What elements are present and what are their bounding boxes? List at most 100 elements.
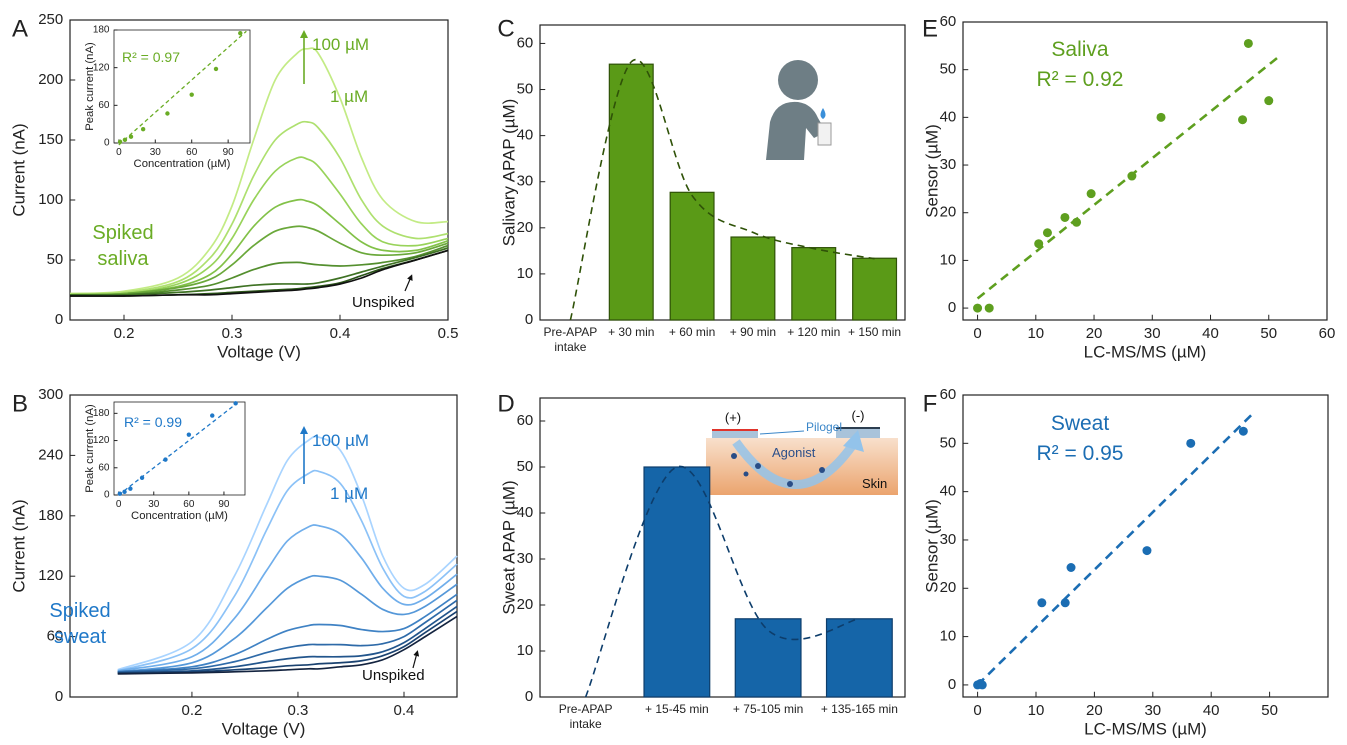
- y-tick-label: 20: [940, 204, 957, 221]
- y-tick-label: 0: [948, 299, 956, 316]
- x-tick-label: 0.5: [438, 325, 459, 342]
- annotation-box: Unspiked: [362, 667, 425, 684]
- x-tick-label: 30: [1144, 702, 1161, 719]
- y-tick-label: 60: [517, 34, 534, 51]
- x-tick-label: 90: [218, 499, 230, 510]
- x-tick-label: 0.4: [394, 702, 415, 719]
- dot: [743, 471, 749, 477]
- bar: [669, 191, 715, 321]
- point: [140, 126, 146, 132]
- point: [1142, 546, 1152, 556]
- x-tick-label-box: + 30 min: [608, 325, 655, 339]
- flow-arrowhead: [843, 430, 864, 452]
- x-axis-label: Concentration (µM): [134, 158, 231, 170]
- plot-frame: [69, 394, 458, 698]
- panel-label: E: [922, 15, 938, 42]
- y-tick-label: 0: [104, 138, 110, 149]
- panel-label: B: [12, 390, 28, 417]
- y-tick-label: 20: [517, 219, 534, 236]
- curve: [117, 524, 458, 672]
- y-tick-label: 30: [517, 173, 534, 190]
- y-tick-label: 40: [940, 108, 957, 125]
- annotation: Agonist: [772, 445, 816, 460]
- y-tick-label: 0: [104, 490, 110, 501]
- x-tick-label: 90: [223, 147, 235, 158]
- annotation: 100 µM: [312, 35, 370, 54]
- x-tick-label: 60: [186, 147, 198, 158]
- curve: [117, 593, 458, 673]
- curve: [69, 198, 449, 296]
- bar: [825, 618, 893, 698]
- person-icon: [766, 60, 832, 160]
- annotation: R² = 0.97: [122, 49, 180, 65]
- x-tick-label: + 30 min: [608, 325, 655, 339]
- point: [213, 66, 219, 72]
- plot-frame: [539, 24, 906, 321]
- y-tick-label: 50: [940, 434, 957, 451]
- dot: [731, 453, 737, 459]
- x-tick-label: 10: [1027, 325, 1044, 342]
- annotation: (+): [724, 410, 742, 425]
- x-tick-label: 20: [1086, 702, 1103, 719]
- x-tick-label: 50: [1261, 702, 1278, 719]
- plot-frame: [113, 401, 246, 496]
- dot: [819, 467, 825, 473]
- y-tick-label: 10: [517, 265, 534, 282]
- x-tick-label: 0.3: [222, 325, 243, 342]
- curve: [117, 435, 458, 671]
- x-tick-label: 30: [150, 147, 162, 158]
- x-axis-label: Voltage (V): [217, 342, 301, 361]
- y-tick-label: 60: [517, 412, 534, 429]
- annotation: R² = 0.92: [1036, 68, 1124, 91]
- x-tick-label: 0.2: [114, 325, 135, 342]
- dot: [787, 481, 793, 487]
- y-tick-label: 40: [940, 483, 957, 500]
- y-axis-label: Sensor (µM): [922, 499, 941, 593]
- y-tick-label: 60: [47, 628, 64, 645]
- y-tick-label: 20: [940, 579, 957, 596]
- point: [1127, 171, 1137, 181]
- y-axis-label: Current (nA): [9, 499, 28, 592]
- point: [1072, 217, 1082, 227]
- trend-line: [584, 466, 860, 698]
- dot: [755, 463, 761, 469]
- point: [1264, 96, 1274, 106]
- annotation: R² = 0.95: [1036, 442, 1124, 465]
- annotation: Sweat: [1050, 412, 1110, 435]
- annotation-box: 100 µM: [312, 431, 369, 450]
- y-tick-label: 50: [517, 458, 534, 475]
- y-axis-label: Sweat APAP (µM): [499, 480, 518, 614]
- point: [984, 303, 994, 313]
- x-tick-label: 0.3: [288, 702, 309, 719]
- y-tick-label: 120: [38, 567, 63, 584]
- x-tick-label-box: + 90 min: [730, 325, 776, 339]
- y-tick-label: 300: [38, 386, 63, 403]
- x-tick-label-box: Pre-APAP intake: [559, 702, 613, 731]
- point: [1066, 563, 1076, 573]
- annotation-box: Pilogel: [806, 420, 842, 434]
- annotation-box: Unspiked: [352, 294, 415, 311]
- annotation-box: R² = 0.92: [1036, 68, 1124, 91]
- plot-frame: [539, 397, 906, 698]
- bar: [730, 236, 776, 321]
- point: [1238, 426, 1248, 436]
- y-tick-label: 50: [517, 81, 534, 98]
- panel-label: A: [12, 15, 28, 42]
- x-tick-label: 0: [116, 147, 122, 158]
- annotation-box: R² = 0.95: [1036, 442, 1124, 465]
- curve: [117, 469, 458, 672]
- y-tick-label: 50: [940, 61, 957, 78]
- point: [233, 401, 238, 406]
- point: [186, 432, 192, 437]
- annotation-arrow: [404, 274, 413, 292]
- point: [122, 489, 127, 495]
- annotation-box: Skin: [862, 476, 887, 491]
- x-tick-label: 30: [148, 499, 160, 510]
- point: [128, 134, 134, 139]
- y-tick-label: 10: [940, 251, 957, 268]
- curve: [69, 247, 449, 296]
- y-axis-label: Salivary APAP (µM): [499, 99, 518, 247]
- x-tick-label-box: + 135-165 min: [821, 702, 898, 716]
- curve: [117, 605, 458, 674]
- bar: [734, 618, 802, 698]
